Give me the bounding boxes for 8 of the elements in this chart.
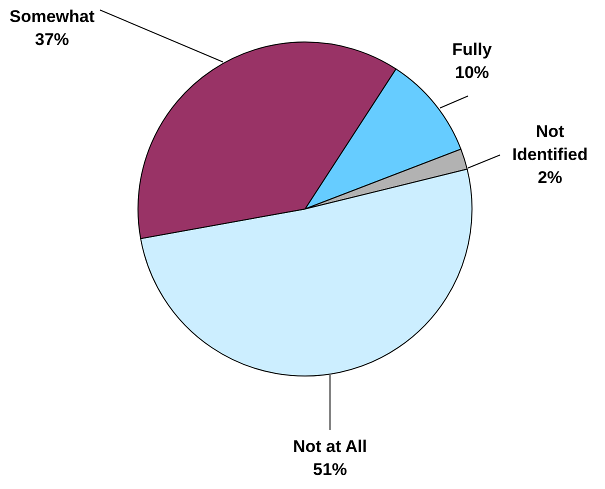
slice-label: Not Identified xyxy=(512,122,588,164)
slice-label: Fully xyxy=(452,40,492,59)
data-label: 10% xyxy=(454,63,490,82)
data-label: 2% xyxy=(538,168,562,187)
data-label: 51% xyxy=(312,460,348,479)
data-label: 37% xyxy=(34,30,70,49)
slice-label: Somewhat xyxy=(9,7,95,26)
slice-label: Not at All xyxy=(293,437,367,456)
